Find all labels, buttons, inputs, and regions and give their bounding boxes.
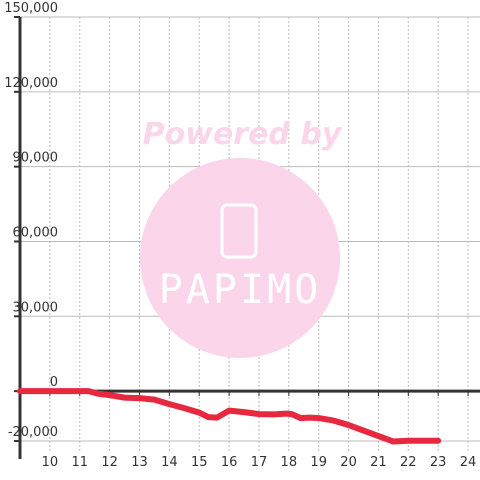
x-tick-label: 21 [370,455,387,470]
watermark-phone [220,203,258,259]
x-tick-label: 12 [101,455,118,470]
watermark-brand: PAPIMO [159,267,322,313]
x-tick-label: 10 [42,455,59,470]
x-tick-label: 16 [221,455,238,470]
x-tick-label: 23 [430,455,447,470]
x-tick-label: 17 [251,455,268,470]
y-tick-label: 60,000 [13,225,59,240]
x-tick-label: 15 [191,455,208,470]
y-tick-label: -20,000 [8,425,58,440]
x-tick-label: 19 [310,455,327,470]
data-line [17,388,442,445]
x-tick-label: 11 [71,455,88,470]
x-tick-label: 18 [281,455,298,470]
x-tick-label: 14 [161,455,178,470]
x-tick-label: 13 [131,455,148,470]
watermark: Powered by PAPIMO [140,117,343,358]
y-tick-label: 0 [50,375,58,390]
x-tick-label: 20 [340,455,357,470]
y-tick-label: 150,000 [4,1,58,16]
y-tick-label: 90,000 [13,151,59,166]
x-tick-label: 22 [400,455,417,470]
y-tick-label: 120,000 [4,76,58,91]
watermark-caption: Powered by [143,117,343,152]
y-tick-label: 30,000 [13,300,59,315]
x-tick-label: 24 [460,455,477,470]
